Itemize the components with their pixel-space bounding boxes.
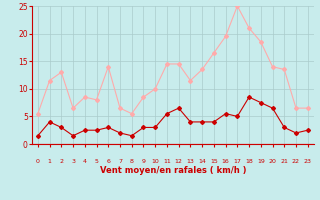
X-axis label: Vent moyen/en rafales ( km/h ): Vent moyen/en rafales ( km/h ) — [100, 166, 246, 175]
